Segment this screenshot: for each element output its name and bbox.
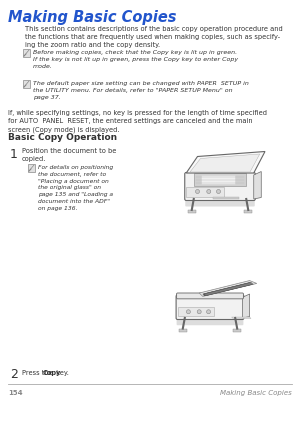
Polygon shape xyxy=(204,283,253,296)
Text: For details on positioning
the document, refer to
"Placing a document on
the ori: For details on positioning the document,… xyxy=(38,164,113,210)
FancyBboxPatch shape xyxy=(194,173,246,186)
Text: 1: 1 xyxy=(10,148,18,161)
Circle shape xyxy=(186,310,191,314)
Bar xyxy=(23,50,30,58)
Text: Copy: Copy xyxy=(43,369,62,375)
Bar xyxy=(23,81,30,89)
Bar xyxy=(28,164,35,173)
FancyBboxPatch shape xyxy=(185,196,255,207)
Polygon shape xyxy=(204,283,253,296)
FancyBboxPatch shape xyxy=(186,187,224,197)
Text: Position the document to be
copied.: Position the document to be copied. xyxy=(22,148,116,162)
FancyBboxPatch shape xyxy=(176,295,244,320)
Polygon shape xyxy=(190,155,260,173)
Text: 154: 154 xyxy=(8,389,22,395)
FancyBboxPatch shape xyxy=(185,173,255,201)
Text: If, while specifying settings, no key is pressed for the length of time specifie: If, while specifying settings, no key is… xyxy=(8,110,267,132)
Text: The default paper size setting can be changed with PAPER  SETUP in
the UTILITY m: The default paper size setting can be ch… xyxy=(33,81,249,99)
Text: Making Basic Copies: Making Basic Copies xyxy=(220,389,292,395)
Bar xyxy=(212,197,239,199)
Bar xyxy=(188,210,196,213)
FancyBboxPatch shape xyxy=(201,175,235,184)
Circle shape xyxy=(217,190,220,194)
Polygon shape xyxy=(242,294,250,318)
Polygon shape xyxy=(254,172,261,199)
FancyBboxPatch shape xyxy=(177,316,243,325)
Circle shape xyxy=(196,190,200,194)
Bar xyxy=(233,329,241,332)
Text: This section contains descriptions of the basic copy operation procedure and
the: This section contains descriptions of th… xyxy=(25,26,283,49)
Polygon shape xyxy=(199,281,257,296)
Polygon shape xyxy=(203,283,252,296)
Text: key.: key. xyxy=(54,369,69,375)
Circle shape xyxy=(207,190,211,194)
Text: 2: 2 xyxy=(10,367,18,380)
Text: Before making copies, check that the Copy key is lit up in green.
If the key is : Before making copies, check that the Cop… xyxy=(33,50,238,69)
Bar xyxy=(244,210,252,213)
Circle shape xyxy=(197,310,201,314)
Circle shape xyxy=(207,310,211,314)
Polygon shape xyxy=(232,317,251,319)
FancyBboxPatch shape xyxy=(177,294,243,299)
FancyBboxPatch shape xyxy=(178,308,214,317)
Text: Press the: Press the xyxy=(22,369,55,375)
Text: Basic Copy Operation: Basic Copy Operation xyxy=(8,132,117,142)
Text: Making Basic Copies: Making Basic Copies xyxy=(8,10,176,25)
Polygon shape xyxy=(186,152,265,173)
Bar xyxy=(179,329,187,332)
